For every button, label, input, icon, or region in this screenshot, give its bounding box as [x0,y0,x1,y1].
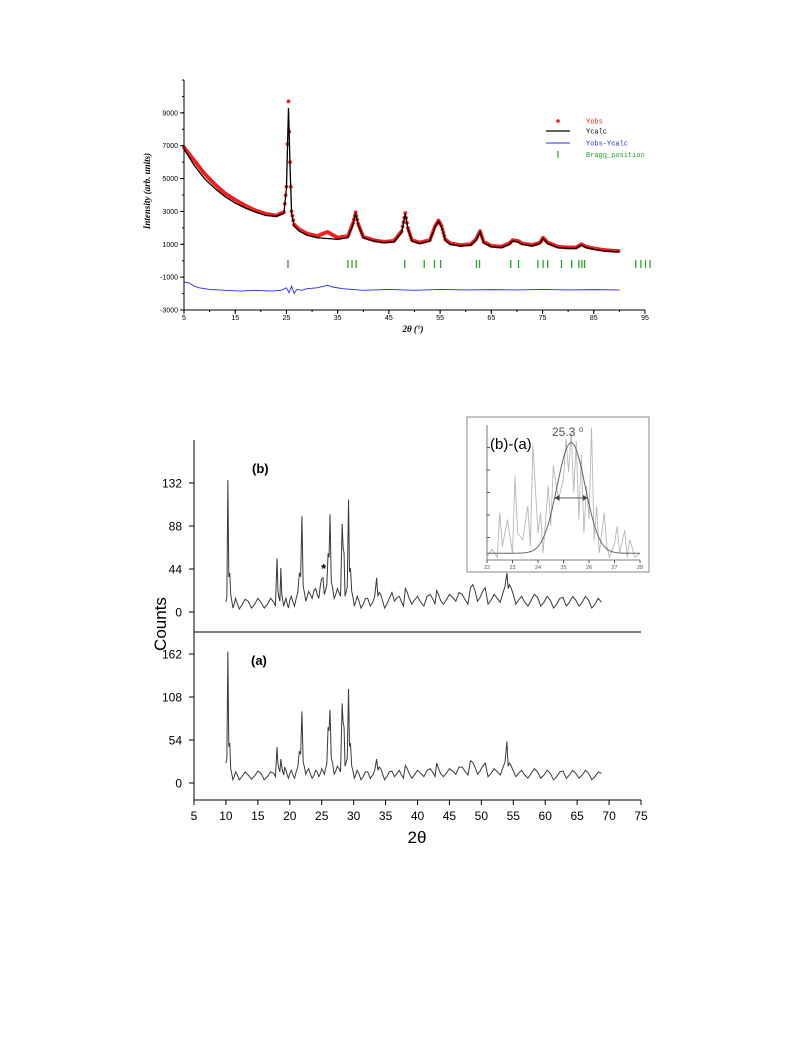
inset-x-tick-label: 26 [586,565,592,571]
panel-a-pattern-line [225,651,602,782]
xrd-x-tick-label: 25 [315,809,329,823]
rietveld-x-tick-label: 85 [590,315,598,322]
inset-label: (b)-(a) [490,436,532,453]
rietveld-y-tick-label: 7000 [162,143,178,150]
rietveld-y-tick-label: 9000 [162,110,178,117]
ycalc-line [183,107,620,253]
xrd-x-tick-label: 60 [539,809,553,823]
rietveld-x-axis-label: 2θ (°) [401,324,423,334]
peak-asterisk-annotation: * [321,561,327,576]
xrd-x-tick-label: 10 [219,809,233,823]
xrd-series-group [225,480,602,782]
rietveld-x-tick-label: 65 [487,315,495,322]
rietveld-x-tick-label: 25 [283,315,291,322]
rietveld-x-tick-label: 35 [334,315,342,322]
xrd-y-tick-label: 44 [169,563,183,577]
rietveld-x-tick-label: 75 [539,315,547,322]
xrd-y-axis-label: Counts [151,597,170,651]
xrd-x-tick-label: 70 [602,809,616,823]
xrd-x-tick-label: 75 [634,809,648,823]
inset-plot: 22 23 24 25 26 27 28 [484,425,643,571]
xrd-axes: 5 10 15 20 25 30 35 40 45 50 55 60 65 70 75 0 44 88 132 0 54… [162,440,648,823]
legend-yobs-label: Yobs [586,119,603,127]
rietveld-x-tick-label: 15 [231,315,239,322]
xrd-y-tick-label: 0 [175,777,182,791]
legend-ycalc-label: Ycalc [586,129,607,137]
rietveld-x-tick-label: 5 [182,315,186,322]
inset-x-tick-label: 27 [611,565,617,571]
xrd-x-tick-label: 5 [191,809,198,823]
xrd-x-axis-label: 2θ [408,828,427,847]
inset-x-tick-label: 22 [484,565,490,571]
xrd-y-tick-label: 132 [162,477,182,491]
xrd-x-tick-label: 35 [379,809,393,823]
xrd-x-tick-label: 65 [570,809,584,823]
rietveld-x-tick-label: 45 [385,315,393,322]
xrd-y-tick-label: 0 [175,606,182,620]
rietveld-y-tick-label: 5000 [162,176,178,183]
xrd-y-tick-label: 162 [162,648,182,662]
inset-fwhm-arrowhead-left [554,494,560,501]
rietveld-axes: 5 15 25 35 45 55 65 75 85 95 -3000 -1000 1000 3000 500… [160,79,649,322]
xrd-x-tick-label: 50 [475,809,489,823]
inset-x-tick-label: 28 [637,565,643,571]
legend-diff-label: Yobs-Ycalc [586,141,628,149]
inset-gaussian-fit [487,442,641,554]
legend-yobs-marker [556,119,560,123]
rietveld-y-tick-label: 1000 [162,242,178,249]
yobs-point [353,210,358,215]
rietveld-x-tick-label: 95 [641,315,649,322]
rietveld-y-axis-label: Intensity (arb. units) [142,153,152,230]
xrd-comparison-chart: 5 10 15 20 25 30 35 40 45 50 55 60 65 70 75 0 44 88 132 0 54… [151,416,650,847]
xrd-y-tick-label: 54 [169,734,183,748]
yobs-point [286,99,291,104]
inset-difference-line [486,427,641,559]
rietveld-chart: 5 15 25 35 45 55 65 75 85 95 -3000 -1000 1000 3000 500… [142,79,651,334]
panel-b-pattern-line [225,480,602,611]
rietveld-legend: Yobs Ycalc Yobs-Ycalc Bragg_position [546,119,645,160]
xrd-x-tick-label: 15 [251,809,265,823]
rietveld-x-tick-label: 55 [436,315,444,322]
xrd-y-tick-label: 108 [162,691,182,705]
rietveld-y-tick-label: 3000 [162,209,178,216]
yobs-ycalc-line [183,281,620,295]
inset-x-tick-label: 25 [560,565,566,571]
rietveld-y-tick-label: -3000 [160,308,178,315]
inset-x-tick-label: 23 [509,565,515,571]
rietveld-y-tick-label: -1000 [160,275,178,282]
inset-peak-annotation: 25.3 ⁰ [552,425,584,439]
xrd-x-tick-label: 30 [347,809,361,823]
yobs-point [403,211,408,215]
difference-inset: 22 23 24 25 26 27 28 (b)-(a) 25.3 ⁰ [466,416,650,573]
xrd-x-tick-label: 55 [507,809,521,823]
xrd-x-tick-label: 20 [283,809,297,823]
rietveld-series-group [182,99,651,295]
xrd-x-tick-label: 40 [411,809,425,823]
legend-bragg-label: Bragg_position [586,152,645,160]
panel-a-label: (a) [251,653,267,668]
inset-x-tick-label: 24 [535,565,541,571]
inset-fwhm-arrowhead-right [582,494,588,501]
panel-b-label: (b) [252,461,269,476]
xrd-x-tick-label: 45 [443,809,457,823]
xrd-y-tick-label: 88 [169,520,183,534]
